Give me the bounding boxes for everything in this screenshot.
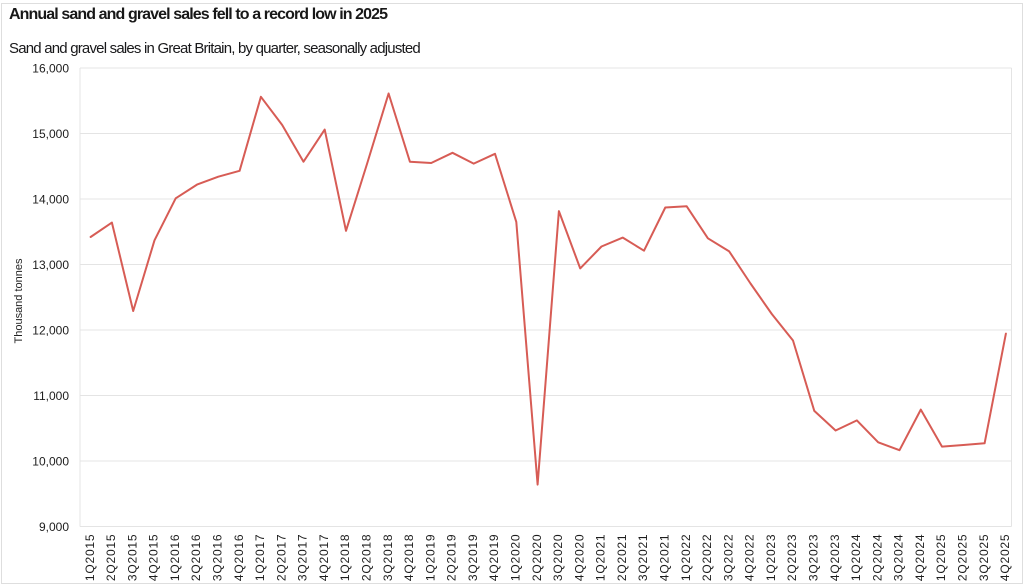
svg-text:3Q2018: 3Q2018 — [381, 534, 395, 582]
svg-text:4Q2020: 4Q2020 — [572, 534, 586, 582]
svg-text:13,000: 13,000 — [32, 258, 69, 272]
svg-text:3Q2023: 3Q2023 — [807, 534, 821, 582]
svg-text:4Q2022: 4Q2022 — [743, 534, 757, 582]
svg-text:1Q2021: 1Q2021 — [594, 534, 608, 582]
svg-text:3Q2016: 3Q2016 — [211, 534, 225, 582]
svg-text:3Q2020: 3Q2020 — [551, 534, 565, 582]
svg-text:4Q2025: 4Q2025 — [998, 534, 1012, 582]
svg-text:3Q2025: 3Q2025 — [977, 534, 991, 582]
svg-text:12,000: 12,000 — [32, 324, 69, 338]
svg-text:2Q2025: 2Q2025 — [956, 534, 970, 582]
svg-text:3Q2021: 3Q2021 — [636, 534, 650, 582]
svg-text:3Q2022: 3Q2022 — [721, 534, 735, 582]
svg-text:3Q2019: 3Q2019 — [466, 534, 480, 582]
svg-text:1Q2016: 1Q2016 — [168, 534, 182, 582]
svg-text:2Q2018: 2Q2018 — [360, 534, 374, 582]
svg-text:3Q2015: 3Q2015 — [125, 534, 139, 582]
svg-text:2Q2022: 2Q2022 — [700, 534, 714, 582]
svg-text:3Q2017: 3Q2017 — [296, 534, 310, 582]
svg-text:4Q2015: 4Q2015 — [147, 534, 161, 582]
svg-text:15,000: 15,000 — [32, 127, 69, 141]
svg-text:1Q2023: 1Q2023 — [764, 534, 778, 582]
svg-text:2Q2021: 2Q2021 — [615, 534, 629, 582]
svg-text:1Q2020: 1Q2020 — [509, 534, 523, 582]
svg-text:1Q2022: 1Q2022 — [679, 534, 693, 582]
svg-text:2Q2020: 2Q2020 — [530, 534, 544, 582]
svg-text:4Q2017: 4Q2017 — [317, 534, 331, 582]
svg-text:3Q2024: 3Q2024 — [892, 534, 906, 582]
svg-text:4Q2019: 4Q2019 — [487, 534, 501, 582]
svg-text:2Q2017: 2Q2017 — [274, 534, 288, 582]
svg-text:1Q2024: 1Q2024 — [849, 534, 863, 582]
svg-text:1Q2015: 1Q2015 — [83, 534, 97, 582]
svg-text:1Q2017: 1Q2017 — [253, 534, 267, 582]
svg-text:2Q2015: 2Q2015 — [104, 534, 118, 582]
svg-text:1Q2019: 1Q2019 — [423, 534, 437, 582]
svg-text:2Q2024: 2Q2024 — [870, 534, 884, 582]
svg-text:4Q2018: 4Q2018 — [402, 534, 416, 582]
svg-text:4Q2021: 4Q2021 — [658, 534, 672, 582]
svg-text:11,000: 11,000 — [33, 389, 69, 403]
svg-text:1Q2018: 1Q2018 — [338, 534, 352, 582]
svg-text:4Q2016: 4Q2016 — [232, 534, 246, 582]
svg-text:14,000: 14,000 — [32, 193, 69, 207]
svg-text:2Q2023: 2Q2023 — [785, 534, 799, 582]
svg-text:1Q2025: 1Q2025 — [934, 534, 948, 582]
svg-text:4Q2024: 4Q2024 — [913, 534, 927, 582]
svg-text:4Q2023: 4Q2023 — [828, 534, 842, 582]
svg-text:10,000: 10,000 — [32, 455, 69, 469]
svg-text:16,000: 16,000 — [32, 62, 69, 76]
svg-text:2Q2019: 2Q2019 — [445, 534, 459, 582]
svg-text:2Q2016: 2Q2016 — [189, 534, 203, 582]
svg-text:9,000: 9,000 — [39, 520, 69, 534]
